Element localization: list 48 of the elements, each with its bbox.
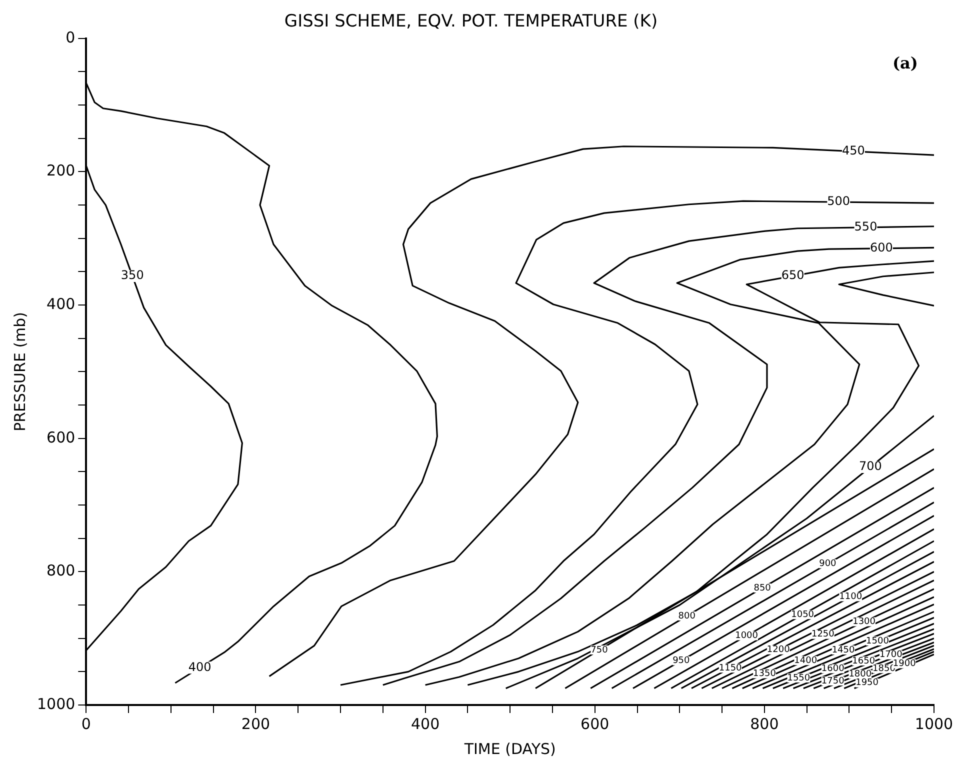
series-label: 850 (754, 583, 772, 594)
series-label: 1150 (718, 663, 742, 674)
x-tick-label: 800 (750, 714, 779, 733)
annotation: (a) (892, 54, 918, 73)
series-label: 1750 (821, 676, 845, 686)
series-label: 800 (678, 611, 696, 622)
series-label: 450 (842, 144, 865, 158)
series-label: 1600 (821, 664, 845, 674)
y-tick-label: 0 (66, 28, 76, 46)
y-axis-title: PRESSURE (mb) (10, 312, 29, 432)
series-label: 1550 (787, 673, 810, 684)
series-label: 1700 (879, 650, 903, 660)
series-label: 1500 (866, 636, 890, 646)
series-label: 750 (590, 645, 608, 656)
x-axis-title: TIME (DAYS) (463, 740, 556, 758)
series-label: 1650 (852, 656, 876, 666)
series-label: 550 (854, 220, 878, 234)
y-tick-label: 200 (46, 162, 76, 180)
x-tick-label: 400 (410, 714, 440, 733)
series-label: 500 (827, 194, 850, 208)
y-tick-label: 800 (46, 562, 76, 580)
series-label: 350 (120, 268, 144, 282)
x-tick-label: 200 (241, 714, 270, 733)
series-label: 1800 (848, 670, 872, 680)
series-label: 650 (781, 268, 804, 282)
series-label: 900 (819, 559, 837, 570)
x-tick-label: 1000 (914, 714, 954, 733)
series-label: 600 (870, 240, 893, 255)
x-tick-label: 600 (580, 714, 610, 733)
y-tick-label: 1000 (36, 694, 76, 713)
series-label: 1350 (753, 669, 776, 680)
y-tick-label: 400 (46, 294, 76, 313)
series-label: 1200 (766, 645, 790, 656)
series-label: 1450 (832, 645, 856, 656)
series-label: 400 (188, 660, 212, 674)
chart-title: GISSI SCHEME, EQV. POT. TEMPERATURE (K) (284, 12, 658, 32)
x-tick-label: 0 (81, 714, 91, 733)
series-label: 1000 (735, 631, 758, 642)
series-label: 1250 (811, 630, 835, 640)
y-tick-label: 600 (46, 428, 76, 446)
series-label: 1900 (892, 659, 916, 670)
series-label: 1050 (791, 610, 814, 620)
series-label: 950 (672, 656, 690, 666)
series-label: 700 (858, 459, 882, 474)
series-label: 1300 (852, 617, 876, 628)
series-label: 1950 (856, 678, 879, 688)
series-label: 1400 (794, 656, 818, 666)
series-label: 1100 (839, 592, 862, 602)
